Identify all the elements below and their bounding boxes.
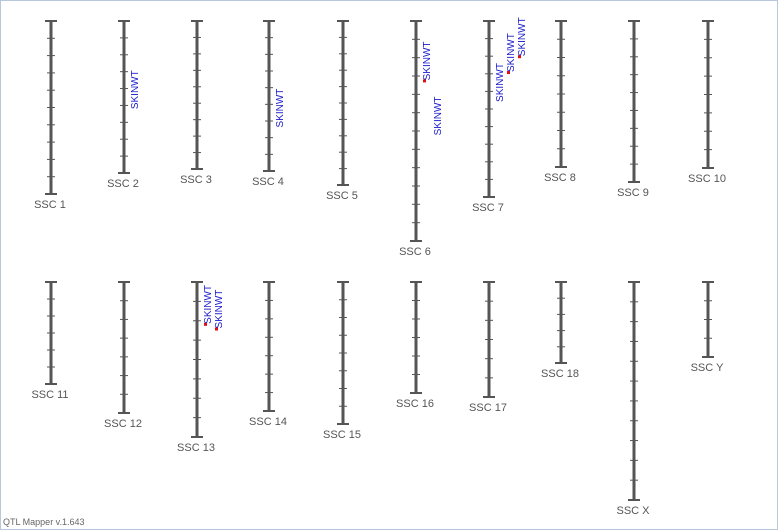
chromosome-label: SSC 16 [396, 398, 434, 410]
chromosome-ssc-4[interactable]: SSC 4 SKINWT [252, 20, 286, 188]
chromosome-ssc-11[interactable]: SSC 11 [31, 281, 69, 401]
chromosome-label: SSC 5 [326, 190, 358, 202]
chromosome-ssc-13[interactable]: SSC 13 SKINWT SKINWT [177, 281, 225, 454]
chromosome-label: SSC 7 [472, 202, 504, 214]
chromosome-bar[interactable] [195, 21, 199, 169]
qtl-label[interactable]: SKINWT [203, 285, 214, 324]
chromosome-label: SSC 12 [104, 418, 142, 430]
chromosome-bar[interactable] [632, 282, 636, 500]
chromosome-ssc-17[interactable]: SSC 17 [469, 281, 507, 414]
chromosome-ssc-18[interactable]: SSC 18 [541, 281, 579, 380]
qtl-label[interactable]: SKINWT [433, 97, 444, 136]
qtl-marker[interactable] [423, 79, 426, 83]
version-label: QTL Mapper v.1.643 [3, 517, 85, 527]
chromosome-ssc-6[interactable]: SSC 6 SKINWT SKINWT [399, 20, 444, 258]
chromosome-bar[interactable] [559, 282, 563, 363]
chromosome-ssc-16[interactable]: SSC 16 [396, 281, 434, 410]
qtl-label[interactable]: SKINWT [517, 17, 528, 56]
chromosome-label: SSC 4 [252, 176, 284, 188]
chromosome-bar[interactable] [122, 21, 126, 173]
chromosome-label: SSC 6 [399, 246, 431, 258]
chromosome-ssc-2[interactable]: SSC 2 SKINWT [107, 20, 141, 190]
qtl-marker[interactable] [518, 55, 521, 59]
chromosome-bar[interactable] [267, 282, 271, 411]
chromosome-ssc-1[interactable]: SSC 1 [34, 20, 66, 211]
qtl-label[interactable]: SKINWT [130, 70, 141, 109]
qtl-marker[interactable] [215, 327, 218, 331]
chromosome-label: SSC 15 [323, 429, 361, 441]
chromosome-label: SSC 2 [107, 178, 139, 190]
chromosome-label: SSC 14 [249, 416, 287, 428]
chromosome-label: SSC 18 [541, 368, 579, 380]
chromosome-ssc-3[interactable]: SSC 3 [180, 20, 212, 186]
qtl-label[interactable]: SKINWT [214, 290, 225, 329]
chromosome-ssc-9[interactable]: SSC 9 [617, 20, 649, 199]
chromosome-label: SSC 11 [31, 389, 68, 401]
chromosome-label: SSC 8 [544, 172, 576, 184]
qtl-marker[interactable] [204, 322, 207, 326]
chromosome-label: SSC 9 [617, 187, 649, 199]
qtl-label[interactable]: SKINWT [506, 33, 517, 72]
chromosome-label: SSC 13 [177, 442, 215, 454]
chromosome-bar[interactable] [122, 282, 126, 413]
chromosome-bar[interactable] [632, 21, 636, 182]
qtl-label[interactable]: SKINWT [275, 89, 286, 128]
chromosome-ssc-8[interactable]: SSC 8 [544, 20, 576, 184]
chromosome-ssc-y[interactable]: SSC Y [691, 281, 724, 374]
chromosome-ssc-5[interactable]: SSC 5 [326, 20, 358, 202]
qtl-label[interactable]: SKINWT [495, 63, 506, 102]
qtl-marker[interactable] [507, 71, 510, 75]
chromosome-label: SSC Y [691, 362, 724, 374]
chromosome-label: SSC 17 [469, 402, 507, 414]
chromosome-label: SSC 1 [34, 199, 66, 211]
chromosome-bar[interactable] [267, 21, 271, 171]
chromosome-ssc-x[interactable]: SSC X [616, 281, 650, 517]
chromosome-label: SSC X [616, 505, 650, 517]
chromosome-ssc-14[interactable]: SSC 14 [249, 281, 287, 428]
chromosome-ssc-12[interactable]: SSC 12 [104, 281, 142, 430]
chromosome-label: SSC 10 [688, 173, 726, 185]
chromosome-ssc-10[interactable]: SSC 10 [688, 20, 726, 185]
qtl-label[interactable]: SKINWT [422, 42, 433, 81]
chromosome-label: SSC 3 [180, 174, 212, 186]
chromosome-ssc-15[interactable]: SSC 15 [323, 281, 361, 441]
